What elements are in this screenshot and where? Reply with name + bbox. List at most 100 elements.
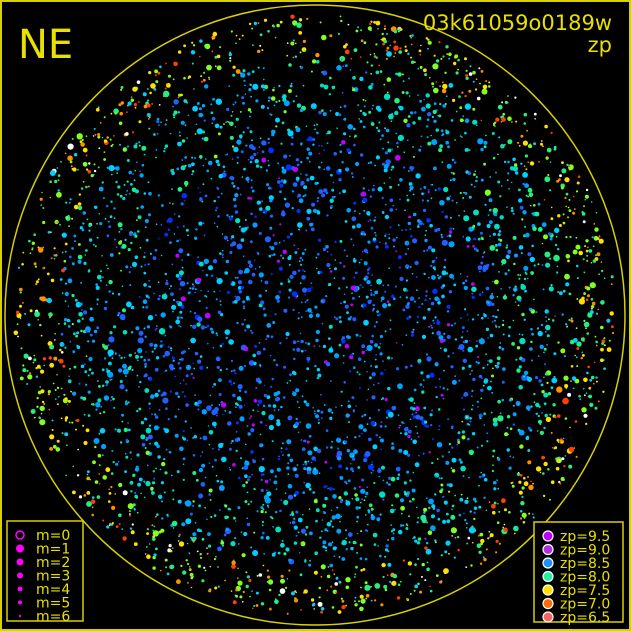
star-point	[454, 494, 457, 497]
star-point	[234, 210, 239, 214]
star-point	[537, 263, 540, 266]
star-point	[229, 51, 232, 54]
star-point	[270, 187, 273, 190]
star-point	[331, 569, 334, 571]
star-point	[473, 237, 476, 241]
star-point	[283, 110, 287, 114]
star-point	[286, 612, 289, 615]
star-point	[409, 186, 414, 191]
star-point	[430, 197, 433, 200]
star-point	[523, 122, 526, 125]
star-point	[476, 249, 479, 252]
star-point	[119, 380, 123, 383]
star-point	[318, 596, 321, 599]
star-point	[309, 175, 315, 181]
star-point	[248, 475, 251, 479]
star-point	[431, 504, 436, 509]
star-point	[305, 229, 308, 232]
star-point	[126, 180, 129, 183]
star-point	[584, 245, 587, 248]
star-point	[172, 298, 176, 302]
star-point	[477, 361, 480, 365]
star-point	[420, 44, 422, 47]
star-point	[265, 424, 267, 427]
star-point	[460, 461, 463, 464]
star-point	[81, 309, 83, 311]
star-point	[458, 379, 461, 382]
star-point	[343, 265, 346, 268]
star-point	[342, 354, 345, 357]
star-point	[400, 512, 403, 515]
star-point	[172, 498, 175, 501]
star-point	[241, 467, 244, 470]
star-point	[33, 354, 36, 357]
star-point	[236, 276, 239, 279]
star-point	[497, 233, 501, 237]
star-point	[441, 455, 444, 458]
star-point	[189, 512, 193, 516]
star-point	[403, 118, 408, 124]
star-point	[140, 265, 143, 268]
star-point	[260, 280, 263, 282]
star-point	[355, 161, 360, 167]
star-point	[385, 416, 389, 419]
star-point	[525, 168, 528, 171]
star-point	[55, 398, 57, 400]
star-point	[518, 188, 521, 192]
star-point	[255, 164, 260, 168]
star-point	[98, 186, 104, 192]
star-point	[169, 549, 173, 553]
star-point	[228, 216, 233, 221]
star-point	[253, 605, 256, 607]
star-point	[487, 360, 489, 362]
star-point	[147, 263, 150, 266]
star-point	[192, 504, 195, 507]
star-point	[258, 573, 263, 577]
star-point	[134, 189, 139, 194]
star-point	[231, 235, 235, 239]
star-point	[145, 427, 152, 434]
star-point	[362, 568, 366, 571]
star-point	[330, 446, 333, 449]
star-point	[193, 312, 197, 315]
star-point	[431, 409, 434, 412]
star-point	[251, 70, 255, 73]
star-point	[72, 490, 76, 495]
star-point	[565, 386, 568, 389]
star-point	[191, 173, 194, 176]
star-point	[232, 103, 235, 106]
star-point	[332, 181, 335, 184]
star-point	[186, 542, 189, 545]
star-point	[159, 65, 162, 69]
star-point	[253, 531, 256, 534]
star-point	[413, 536, 416, 539]
star-point	[581, 212, 586, 216]
star-point	[311, 107, 315, 110]
star-point	[49, 362, 55, 368]
star-point	[359, 76, 364, 82]
star-point	[300, 609, 302, 611]
star-point	[316, 252, 320, 256]
star-point	[237, 506, 241, 510]
star-point	[335, 317, 339, 321]
star-point	[521, 512, 527, 518]
star-point	[230, 281, 233, 284]
star-point	[471, 541, 474, 544]
star-point	[501, 498, 506, 504]
star-point	[516, 368, 521, 373]
star-point	[258, 266, 261, 268]
star-point	[367, 162, 370, 165]
star-point	[280, 254, 282, 257]
star-point	[122, 363, 127, 369]
star-point	[544, 316, 547, 319]
chart-subtitle: zp	[588, 33, 612, 57]
star-point	[159, 344, 163, 348]
star-point	[271, 129, 276, 135]
star-point	[355, 333, 359, 337]
star-point	[84, 383, 88, 386]
star-point	[432, 319, 435, 322]
star-point	[201, 537, 205, 541]
star-point	[290, 41, 295, 46]
star-point	[69, 340, 72, 343]
star-point	[275, 488, 278, 491]
